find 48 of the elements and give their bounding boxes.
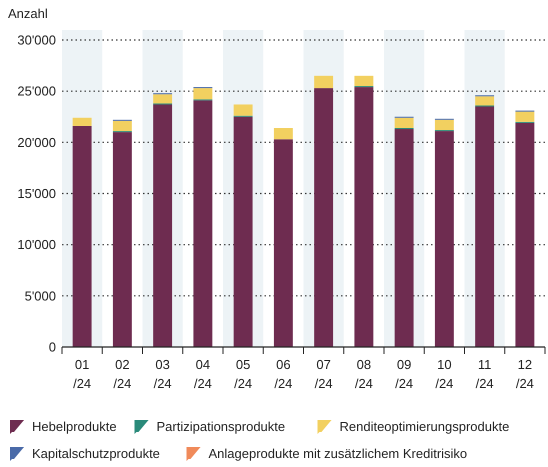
y-tick-label: 25'000 bbox=[17, 84, 56, 99]
bar bbox=[193, 88, 212, 100]
bar bbox=[274, 139, 293, 347]
x-tick-label: 12/24 bbox=[516, 357, 534, 391]
bar bbox=[193, 100, 212, 347]
y-tick-label: 5'000 bbox=[24, 288, 56, 304]
legend-label: Anlageprodukte mit zusätzlichem Kreditrisiko bbox=[208, 446, 468, 461]
bar bbox=[394, 129, 414, 347]
bar bbox=[434, 131, 454, 347]
x-tick-label: 07/24 bbox=[314, 357, 333, 391]
legend-label: Renditeoptimierungsprodukte bbox=[340, 419, 510, 434]
x-tick-label: 10/24 bbox=[435, 357, 454, 391]
x-tick-label: 09/24 bbox=[395, 357, 414, 391]
bar bbox=[234, 116, 253, 347]
bar bbox=[72, 126, 92, 347]
legend-label: Partizipationsprodukte bbox=[156, 419, 286, 434]
x-tick-label: 03/24 bbox=[154, 357, 172, 391]
x-tick-label: 05/24 bbox=[234, 357, 252, 391]
bar bbox=[515, 112, 534, 122]
x-tick-label: 06/24 bbox=[274, 357, 292, 391]
bar bbox=[153, 104, 172, 347]
legend-label: Kapitalschutzprodukte bbox=[32, 446, 160, 461]
bar bbox=[274, 128, 293, 140]
x-tick-label: 11/24 bbox=[476, 357, 494, 391]
bar bbox=[112, 132, 132, 347]
bar bbox=[72, 118, 92, 126]
y-tick-label: 20'000 bbox=[17, 134, 56, 150]
y-tick-label: 0 bbox=[48, 340, 56, 355]
x-tick-label: 04/24 bbox=[194, 357, 212, 391]
y-tick-label: 30'000 bbox=[17, 32, 56, 48]
bar bbox=[434, 120, 454, 130]
x-tick-label: 02/24 bbox=[113, 357, 132, 391]
bar bbox=[394, 118, 414, 128]
legend-label: Hebelprodukte bbox=[32, 419, 117, 434]
bar bbox=[153, 94, 172, 104]
bar bbox=[475, 106, 494, 347]
bar bbox=[234, 104, 253, 116]
y-tick-label: 10'000 bbox=[17, 237, 56, 252]
bar bbox=[515, 122, 534, 347]
bar bbox=[112, 120, 132, 132]
x-tick-label: 01/24 bbox=[73, 357, 92, 391]
bar bbox=[475, 96, 494, 106]
bar bbox=[354, 87, 374, 347]
x-tick-label: 08/24 bbox=[354, 357, 373, 391]
y-tick-label: 15'000 bbox=[17, 186, 56, 202]
bar bbox=[314, 76, 334, 88]
bar bbox=[354, 76, 374, 86]
y-axis-title: Anzahl bbox=[8, 6, 48, 21]
